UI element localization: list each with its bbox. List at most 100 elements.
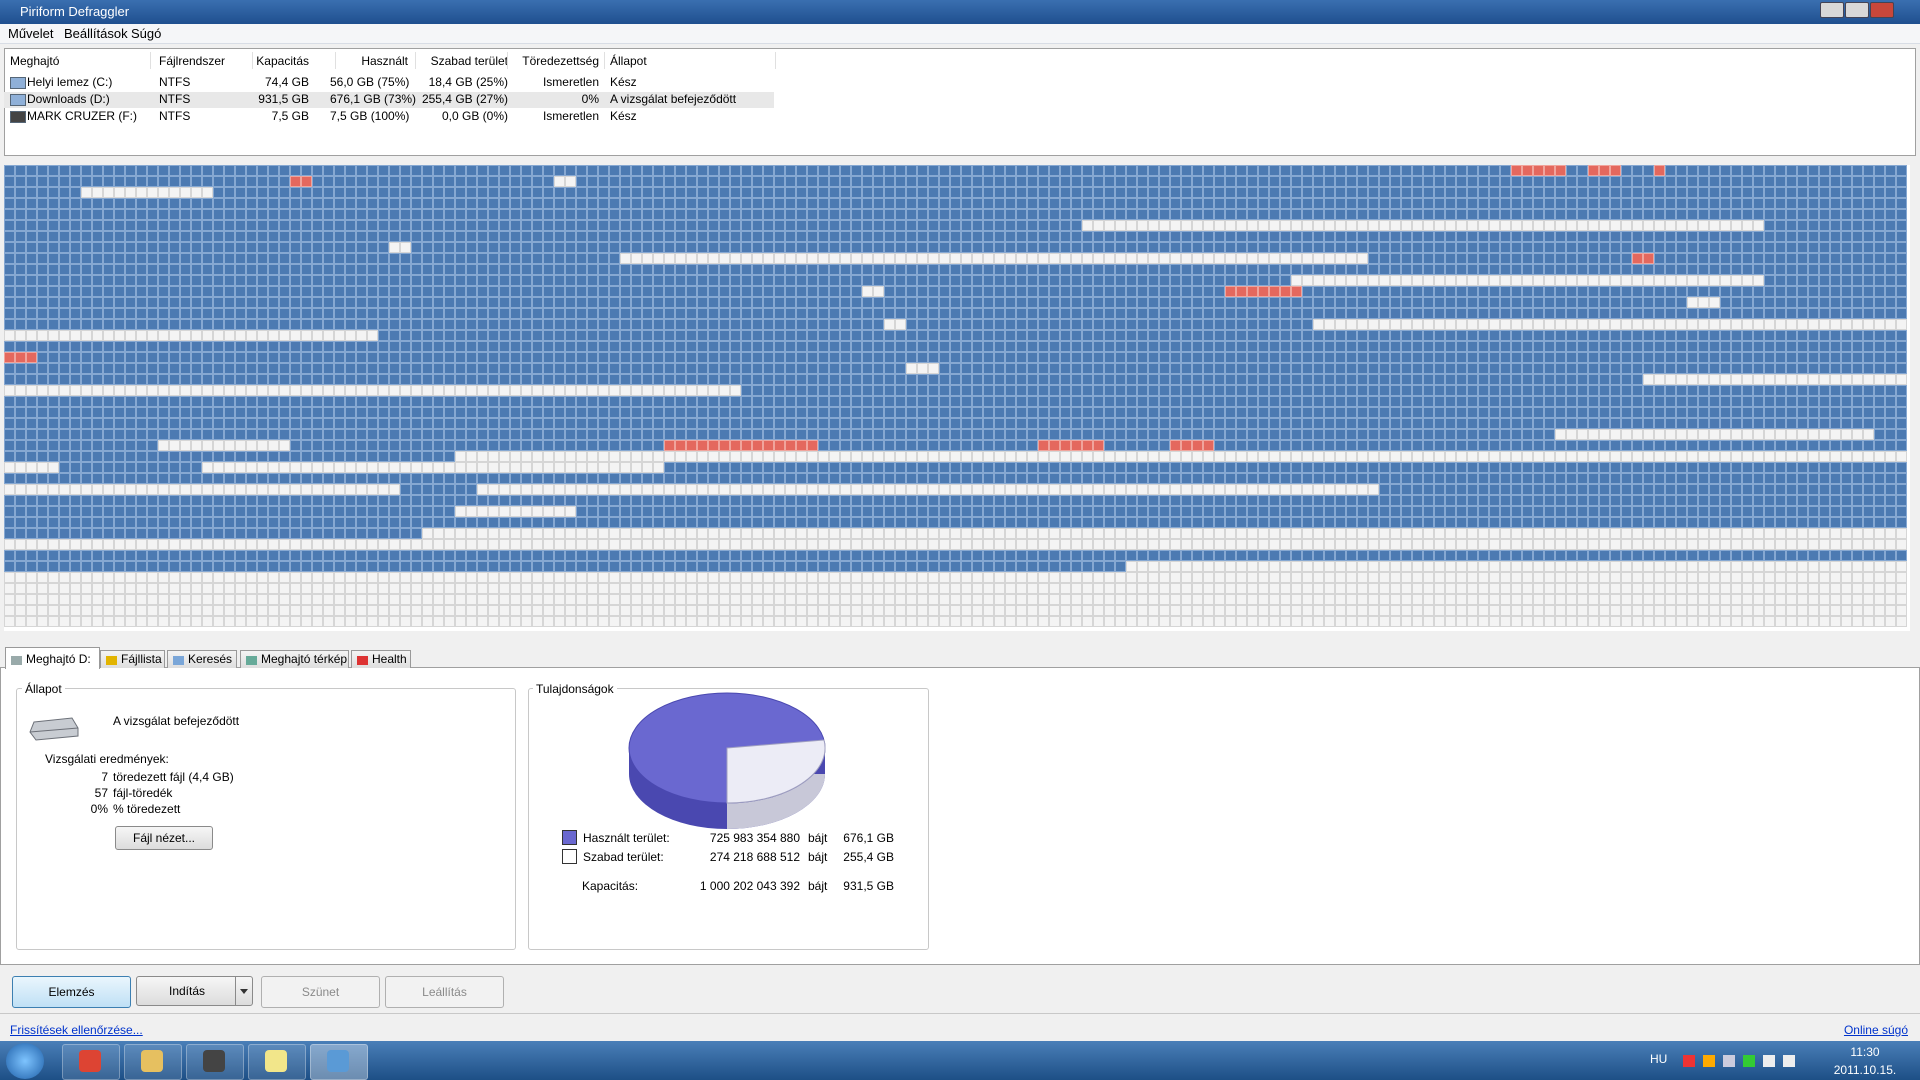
property-size: 676,1 GB <box>843 831 894 845</box>
taskbar-icon <box>79 1050 101 1072</box>
drive-icon <box>29 717 79 741</box>
tab[interactable] <box>240 650 349 668</box>
drive-cell: 7,5 GB (100%) <box>330 109 410 123</box>
pie-free-slice <box>726 739 826 804</box>
property-label: Használt terület: <box>583 831 670 845</box>
drive-icon <box>10 77 26 89</box>
tray-icon[interactable] <box>1683 1055 1695 1067</box>
column-header[interactable]: Kapacitás <box>256 54 309 68</box>
file-view-button[interactable]: Fájl nézet... <box>115 826 213 850</box>
window-control[interactable] <box>1870 2 1894 18</box>
action-button: Szünet <box>261 976 380 1008</box>
help-link[interactable]: Online súgó <box>1843 1023 1908 1037</box>
fragmented-blocks <box>4 352 37 363</box>
clock-time: 11:30 <box>1850 1045 1880 1059</box>
free-blocks <box>4 594 1907 605</box>
free-blocks <box>884 319 906 330</box>
column-header[interactable]: Töredezettség <box>522 54 599 68</box>
column-header[interactable]: Szabad terület <box>430 54 508 68</box>
drive-cell: 0,0 GB (0%) <box>441 109 508 123</box>
dropdown-arrow[interactable] <box>235 977 253 1006</box>
tray-icon[interactable] <box>1703 1055 1715 1067</box>
free-blocks <box>455 451 1907 462</box>
drive-name[interactable]: Downloads (D:) <box>27 92 110 106</box>
menu-item[interactable]: Beállítások <box>64 26 128 41</box>
drive-cell: NTFS <box>159 92 191 106</box>
update-link[interactable]: Frissítések ellenőrzése... <box>10 1023 143 1037</box>
drive-cell: 56,0 GB (75%) <box>330 75 410 89</box>
taskbar-icon <box>141 1050 163 1072</box>
free-blocks <box>4 385 741 396</box>
free-blocks <box>1313 319 1907 330</box>
language-indicator[interactable]: HU <box>1650 1052 1668 1066</box>
tab-icon <box>173 656 184 665</box>
start-button[interactable] <box>6 1043 44 1079</box>
tab-label[interactable]: Meghajtó D: <box>26 652 91 666</box>
free-blocks <box>1687 297 1720 308</box>
menu-item[interactable]: Művelet <box>8 26 54 41</box>
tray-icon[interactable] <box>1723 1055 1735 1067</box>
tray-icon[interactable] <box>1743 1055 1755 1067</box>
tab-label[interactable]: Keresés <box>188 652 233 666</box>
drive-name[interactable]: MARK CRUZER (F:) <box>27 109 137 123</box>
fragmented-blocks <box>1225 286 1302 297</box>
drive-cell: 18,4 GB (25%) <box>428 75 508 89</box>
clock-date: 2011.10.15. <box>1833 1063 1897 1077</box>
fragmented-blocks <box>664 440 818 451</box>
tab[interactable] <box>5 647 100 669</box>
column-header[interactable]: Meghajtó <box>10 54 60 68</box>
action-button: Leállítás <box>385 976 504 1008</box>
free-blocks <box>81 187 213 198</box>
tab-label[interactable]: Meghajtó térkép <box>261 652 348 666</box>
fragmented-blocks <box>1038 440 1104 451</box>
result-label: % töredezett <box>113 802 181 816</box>
property-label: Szabad terület: <box>583 850 664 864</box>
dropdown-glyph <box>240 989 248 994</box>
tray-icon[interactable] <box>1783 1055 1795 1067</box>
property-bytes: 725 983 354 880 <box>709 831 800 845</box>
result-value: 7 <box>101 770 108 784</box>
drive-cell: 676,1 GB (73%) <box>330 92 417 106</box>
property-unit: bájt <box>808 831 828 845</box>
legend-free <box>562 849 577 864</box>
tab-panel <box>0 667 1920 965</box>
drive-cell: 7,5 GB <box>271 109 309 123</box>
window-control[interactable] <box>1845 2 1869 18</box>
column-header[interactable]: Használt <box>361 54 408 68</box>
free-blocks <box>906 363 939 374</box>
tab[interactable] <box>167 650 237 668</box>
action-button[interactable]: Elemzés <box>12 976 131 1008</box>
column-header[interactable]: Fájlrendszer <box>159 54 226 68</box>
free-blocks <box>1555 429 1874 440</box>
tab-label[interactable]: Health <box>372 652 407 666</box>
free-blocks <box>620 253 1368 264</box>
property-unit: bájt <box>808 850 828 864</box>
free-blocks <box>1082 220 1764 231</box>
free-blocks <box>202 462 664 473</box>
tray-icon[interactable] <box>1763 1055 1775 1067</box>
taskbar-icon <box>265 1050 287 1072</box>
taskbar <box>0 1041 1920 1080</box>
fragmented-blocks <box>1654 165 1665 176</box>
window-control[interactable] <box>1820 2 1844 18</box>
drive-cell: 74,4 GB <box>264 75 309 89</box>
tab-icon <box>357 656 368 665</box>
free-blocks <box>4 616 1907 627</box>
column-divider <box>507 52 508 69</box>
drive-cell: Ismeretlen <box>542 75 599 89</box>
menu-item[interactable]: Súgó <box>131 26 162 41</box>
group-title: Állapot <box>22 682 65 696</box>
result-value: 57 <box>94 786 108 800</box>
free-blocks <box>422 528 1907 539</box>
column-header[interactable]: Állapot <box>610 54 647 68</box>
property-label: Kapacitás: <box>582 879 639 893</box>
drive-cell: Kész <box>610 75 637 89</box>
free-blocks <box>1643 374 1907 385</box>
drive-name[interactable]: Helyi lemez (C:) <box>27 75 113 89</box>
taskbar-icon <box>203 1050 225 1072</box>
action-button[interactable]: Indítás <box>136 976 253 1006</box>
tab-label[interactable]: Fájllista <box>121 652 162 666</box>
free-blocks <box>1126 561 1907 572</box>
menu-bar <box>0 24 1920 44</box>
free-blocks <box>554 176 576 187</box>
